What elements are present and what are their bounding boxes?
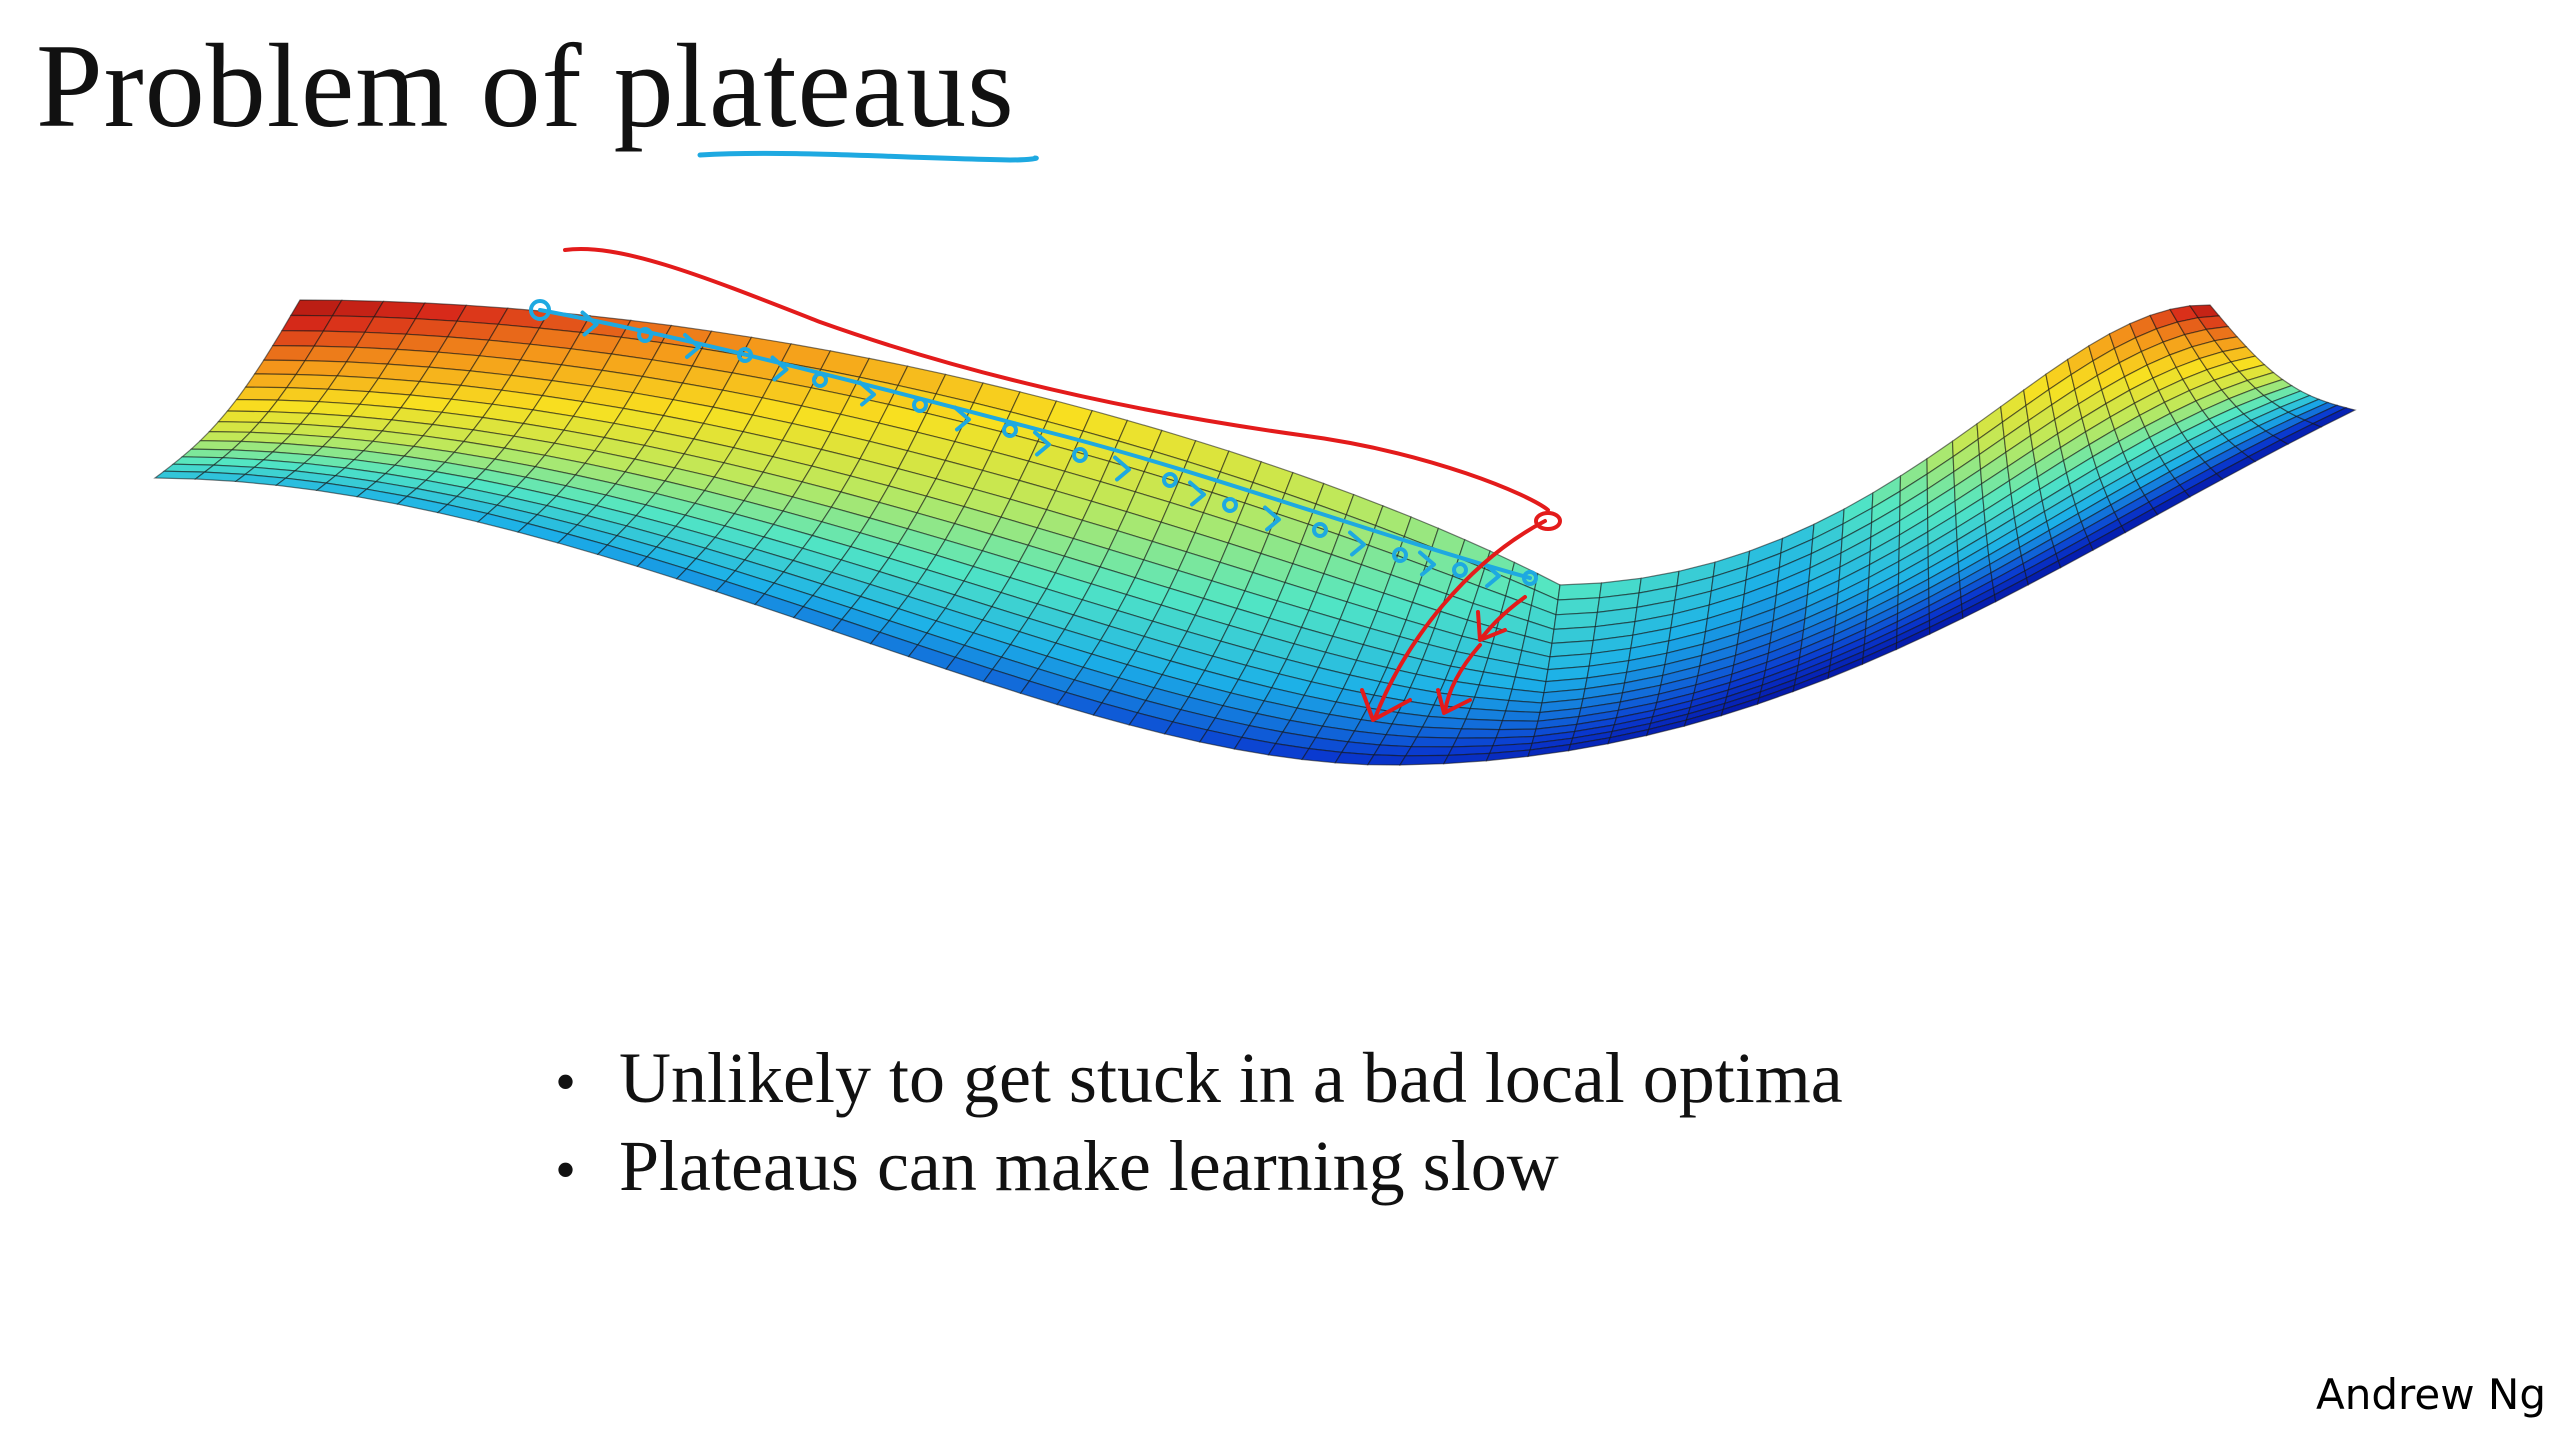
slide-title: Problem of plateaus	[36, 19, 1015, 152]
bullet-text: Plateaus can make learning slow	[619, 1125, 1559, 1206]
blue-step-point-icon	[1002, 422, 1018, 438]
surface-mesh-cell	[1404, 746, 1454, 757]
surface-mesh-cell	[1460, 718, 1504, 731]
blue-step-point-icon	[737, 347, 753, 363]
bullet-dot-icon: •	[555, 1136, 577, 1203]
surface-mesh-cell	[1410, 736, 1459, 748]
surface-mesh-cell	[1334, 751, 1376, 766]
surface-mesh-cell	[1498, 719, 1539, 731]
blue-step-point-icon	[1392, 547, 1408, 563]
blue-step-arrow-icon	[1033, 430, 1051, 457]
blue-step-point-icon	[1312, 522, 1328, 538]
surface-mesh-cell	[1501, 710, 1541, 722]
blue-step-arrow-icon	[858, 380, 876, 407]
bullet-item: • Plateaus can make learning slow	[555, 1123, 1843, 1211]
blue-step-point-icon	[1522, 570, 1538, 586]
blue-step-point-icon	[1162, 472, 1178, 488]
blue-step-arrow-icon	[580, 310, 599, 337]
surface-mesh-cell	[1398, 754, 1450, 766]
author-credit: Andrew Ng	[2316, 1370, 2546, 1419]
loss-surface	[153, 299, 2357, 766]
bullet-dot-icon: •	[555, 1049, 577, 1115]
blue-step-point-icon	[529, 299, 551, 321]
blue-step-arrow-icon	[1188, 480, 1206, 507]
bullet-list: • Unlikely to get stuck in a bad local o…	[555, 1035, 1843, 1211]
blue-step-arrow-icon	[1348, 530, 1366, 557]
blue-step-point-icon	[1072, 447, 1088, 463]
red-start-point-icon	[1534, 511, 1562, 531]
blue-step-point-icon	[637, 327, 653, 343]
blue-step-point-icon	[1452, 562, 1468, 578]
blue-step-arrow-icon	[770, 355, 789, 382]
blue-step-arrow-icon	[953, 405, 971, 432]
surface-mesh-cell	[1415, 726, 1463, 739]
blue-step-point-icon	[1222, 497, 1238, 513]
red-arrowhead-short-1-icon	[1476, 610, 1507, 642]
title-underline-stroke	[697, 150, 1039, 163]
bullet-text: Unlikely to get stuck in a bad local opt…	[619, 1038, 1843, 1118]
surface-mesh-cell	[1372, 744, 1413, 757]
blue-step-arrow-icon	[683, 333, 701, 359]
red-arrowhead-short-2-icon	[1436, 688, 1472, 715]
red-escape-arrows	[1360, 511, 1562, 722]
blue-step-point-icon	[812, 372, 828, 388]
red-escape-arrow-short-2	[1443, 643, 1482, 714]
red-plateau-upper-stroke	[563, 247, 1550, 512]
surface-mesh-cell	[1456, 728, 1501, 739]
surface-mesh-cell	[2311, 407, 2357, 428]
blue-step-point-icon	[912, 397, 928, 413]
red-arrowhead-long-icon	[1360, 688, 1412, 722]
surface-mesh-cell	[1366, 754, 1407, 766]
blue-step-markers	[529, 299, 1538, 588]
blue-step-arrow-icon	[1483, 562, 1501, 588]
blue-step-arrow-icon	[1113, 455, 1131, 482]
blue-step-arrow-icon	[1418, 550, 1436, 577]
hand-annotations	[529, 150, 1562, 722]
surface-mesh-cell	[1442, 752, 1491, 765]
red-escape-arrow-long	[1373, 519, 1547, 720]
blue-step-arrow-icon	[1263, 505, 1281, 532]
bullet-item: • Unlikely to get stuck in a bad local o…	[555, 1035, 1843, 1123]
